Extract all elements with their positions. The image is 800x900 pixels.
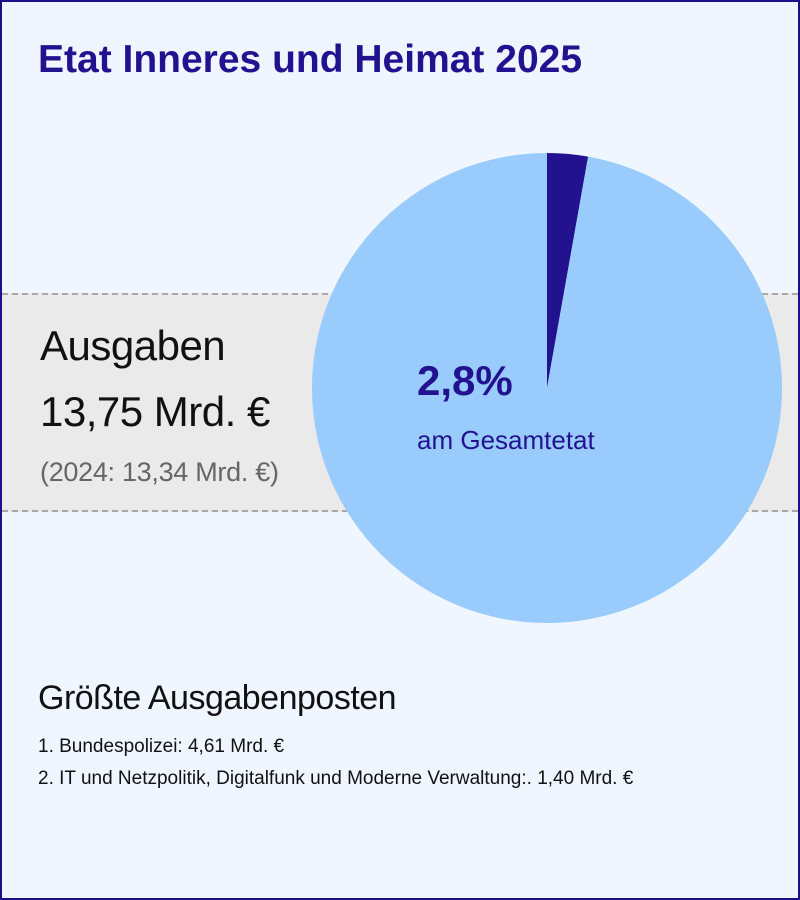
spending-label: Ausgaben <box>40 322 226 369</box>
pie-chart <box>311 153 782 623</box>
largest-items-heading: Größte Ausgabenposten <box>38 679 397 717</box>
share-percentage: 2,8% <box>417 357 513 404</box>
page-title: Etat Inneres und Heimat 2025 <box>38 38 583 81</box>
largest-items-list: 1. Bundespolizei: 4,61 Mrd. € 2. IT und … <box>38 736 633 800</box>
spending-previous-year: (2024: 13,34 Mrd. €) <box>40 457 279 487</box>
pie-slice-highlight <box>547 153 589 388</box>
share-subtitle: am Gesamtetat <box>417 425 595 455</box>
spending-value: 13,75 Mrd. € <box>40 388 270 435</box>
list-item: 1. Bundespolizei: 4,61 Mrd. € <box>38 736 285 757</box>
pie-slice-rest <box>311 153 782 623</box>
list-item: 2. IT und Netzpolitik, Digitalfunk und M… <box>38 768 634 789</box>
